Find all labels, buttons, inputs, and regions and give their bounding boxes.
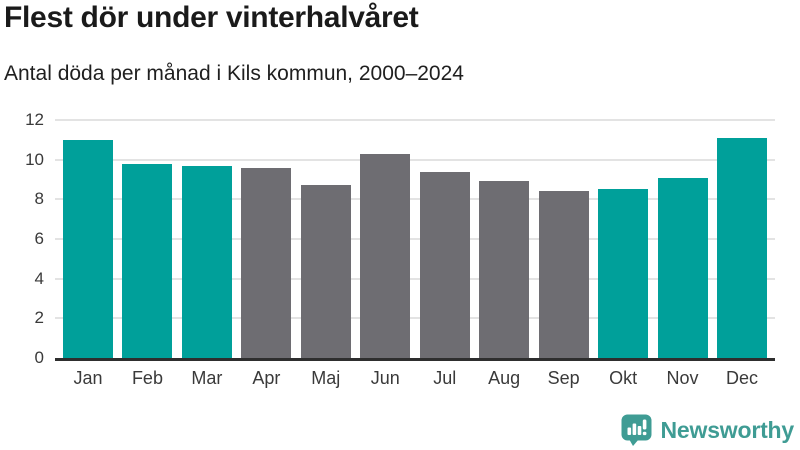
- bar-nov: [657, 177, 708, 358]
- gridline-y-6: [55, 238, 775, 240]
- bar-okt: [598, 189, 649, 358]
- y-tick-label-12: 12: [25, 110, 44, 129]
- x-tick-label-sep: Sep: [547, 368, 580, 388]
- x-tick-label-apr: Apr: [252, 368, 281, 388]
- gridline-y-4: [55, 277, 775, 280]
- bar-jan: [63, 139, 113, 358]
- x-tick-label-aug: Aug: [488, 368, 521, 388]
- newsworthy-icon: [621, 414, 652, 446]
- bar-maj: [300, 185, 351, 358]
- x-tick-label-mar: Mar: [191, 368, 223, 388]
- x-tick-label-maj: Maj: [311, 368, 341, 388]
- x-tick-label-nov: Nov: [666, 368, 699, 388]
- bars-container: [55, 120, 775, 358]
- gridline-y-8: [55, 198, 775, 201]
- newsworthy-logo: Newsworthy: [620, 414, 794, 446]
- y-tick-label-6: 6: [34, 229, 44, 248]
- x-tick-label-jan: Jan: [73, 368, 103, 388]
- bar-jul: [419, 171, 470, 358]
- x-tick-label-jul: Jul: [433, 368, 457, 388]
- y-axis: 0 2 4 6 8 10 12: [0, 110, 44, 367]
- bar-sep: [538, 191, 589, 358]
- bar-aug: [479, 181, 530, 358]
- gridline-y-2: [55, 317, 775, 320]
- y-tick-label-8: 8: [34, 189, 44, 209]
- chart-title: Flest dör under vinterhalvåret: [4, 1, 419, 34]
- x-tick-label-dec: Dec: [725, 368, 758, 388]
- y-tick-label-0: 0: [34, 348, 44, 367]
- x-axis: Jan Feb Mar Apr Maj Jun Jul Aug Sep Okt Nov Dec: [55, 367, 775, 389]
- y-tick-label-10: 10: [25, 149, 44, 169]
- x-tick-label-feb: Feb: [131, 368, 163, 388]
- y-tick-label-4: 4: [34, 268, 44, 288]
- bar-jun: [360, 153, 411, 358]
- bar-mar: [181, 165, 232, 358]
- bar-dec: [716, 137, 767, 358]
- bar-apr: [241, 167, 292, 358]
- plot-area: [55, 119, 775, 361]
- bar-feb: [122, 163, 173, 358]
- x-tick-label-jun: Jun: [370, 368, 400, 388]
- gridline-y-10: [55, 158, 775, 161]
- x-tick-label-okt: Okt: [609, 368, 638, 388]
- chart-subtitle: Antal döda per månad i Kils kommun, 2000…: [4, 62, 464, 85]
- gridline-y-12: [55, 119, 775, 121]
- y-tick-label-2: 2: [34, 308, 44, 328]
- newsworthy-wordmark: Newsworthy: [660, 416, 795, 443]
